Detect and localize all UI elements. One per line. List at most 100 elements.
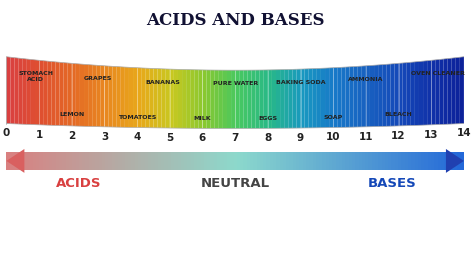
Polygon shape [284, 69, 288, 128]
Bar [178, 152, 182, 170]
Bar [46, 152, 51, 170]
Polygon shape [223, 70, 227, 128]
Polygon shape [7, 57, 10, 124]
Bar [266, 152, 271, 170]
Bar [191, 152, 196, 170]
Polygon shape [407, 62, 411, 126]
Bar [56, 152, 61, 170]
Polygon shape [292, 69, 296, 128]
Bar [171, 152, 176, 170]
Polygon shape [170, 69, 174, 128]
Text: ACIDS: ACIDS [55, 178, 101, 190]
Bar [135, 152, 140, 170]
Polygon shape [341, 67, 346, 127]
Bar [286, 152, 291, 170]
Polygon shape [456, 57, 460, 124]
Polygon shape [202, 70, 207, 128]
Bar [168, 152, 173, 170]
Bar [415, 152, 419, 170]
Bar [293, 152, 298, 170]
Bar [49, 152, 54, 170]
Text: NEUTRAL: NEUTRAL [201, 178, 270, 190]
Polygon shape [444, 59, 447, 124]
Polygon shape [260, 70, 264, 128]
Polygon shape [47, 61, 51, 125]
Polygon shape [60, 62, 64, 126]
Polygon shape [439, 59, 444, 124]
Bar [368, 152, 374, 170]
Polygon shape [64, 63, 68, 126]
Polygon shape [325, 68, 329, 128]
Bar [214, 152, 219, 170]
Text: 9: 9 [297, 133, 304, 143]
Text: 5: 5 [166, 133, 173, 143]
Bar [457, 152, 462, 170]
Polygon shape [247, 70, 252, 128]
Bar [302, 152, 308, 170]
Bar [145, 152, 149, 170]
Polygon shape [386, 64, 391, 126]
Bar [115, 152, 120, 170]
Text: 8: 8 [264, 133, 272, 143]
Bar [306, 152, 311, 170]
Bar [227, 152, 232, 170]
Polygon shape [162, 69, 166, 128]
Text: SOAP: SOAP [324, 115, 343, 120]
Bar [174, 152, 179, 170]
Bar [109, 152, 113, 170]
Bar [283, 152, 288, 170]
Text: 7: 7 [231, 133, 239, 143]
FancyArrow shape [7, 149, 24, 173]
Polygon shape [227, 70, 231, 128]
Text: 14: 14 [456, 128, 471, 138]
Bar [378, 152, 383, 170]
Polygon shape [235, 70, 239, 128]
Bar [39, 152, 44, 170]
Polygon shape [190, 70, 194, 128]
Bar [118, 152, 123, 170]
Bar [461, 152, 465, 170]
Polygon shape [39, 60, 43, 125]
Bar [194, 152, 199, 170]
Bar [82, 152, 87, 170]
Polygon shape [76, 64, 80, 126]
Bar [447, 152, 452, 170]
Polygon shape [301, 69, 305, 128]
Polygon shape [72, 63, 76, 126]
Bar [13, 152, 18, 170]
Polygon shape [194, 70, 199, 128]
Bar [454, 152, 459, 170]
Bar [309, 152, 314, 170]
Polygon shape [378, 65, 382, 127]
Polygon shape [309, 69, 313, 128]
Polygon shape [435, 59, 439, 125]
Text: 0: 0 [3, 128, 10, 138]
Bar [210, 152, 215, 170]
Bar [362, 152, 367, 170]
Bar [237, 152, 242, 170]
Bar [151, 152, 156, 170]
Bar [438, 152, 443, 170]
Polygon shape [149, 68, 154, 128]
Bar [464, 152, 469, 170]
Bar [339, 152, 344, 170]
Polygon shape [84, 64, 88, 127]
Bar [207, 152, 212, 170]
Text: BAKING SODA: BAKING SODA [276, 80, 325, 85]
Bar [332, 152, 337, 170]
Bar [184, 152, 189, 170]
Polygon shape [239, 70, 243, 128]
Bar [16, 152, 21, 170]
Polygon shape [276, 70, 280, 128]
Bar [352, 152, 357, 170]
Polygon shape [329, 68, 333, 128]
Bar [296, 152, 301, 170]
Bar [336, 152, 340, 170]
Bar [342, 152, 347, 170]
Polygon shape [288, 69, 292, 128]
Polygon shape [18, 58, 23, 124]
Bar [240, 152, 245, 170]
Bar [102, 152, 107, 170]
Bar [220, 152, 225, 170]
Bar [138, 152, 143, 170]
